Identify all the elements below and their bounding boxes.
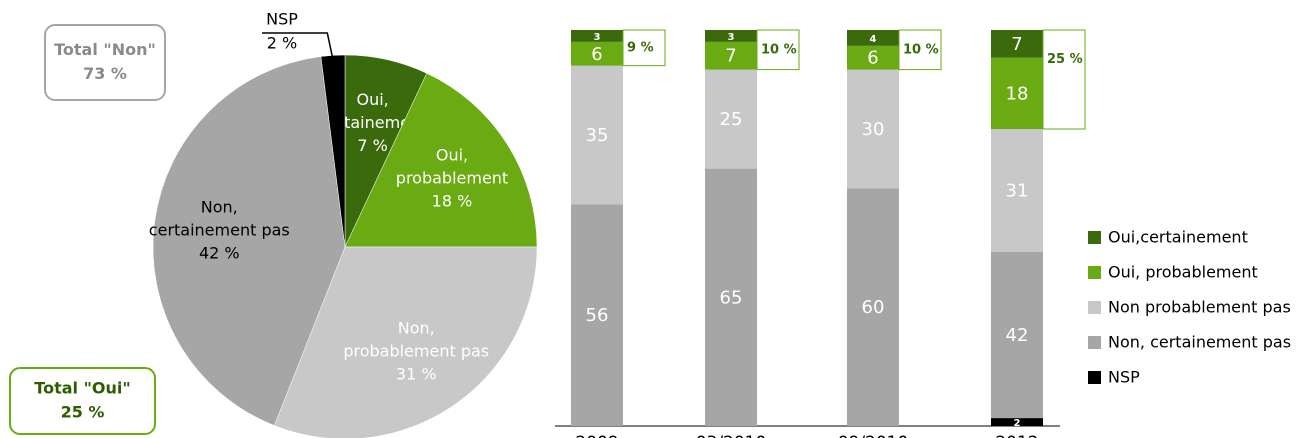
bar-value-label: 31 — [1006, 180, 1029, 201]
bar-value-label: 30 — [862, 119, 885, 140]
bar-value-label: 3 — [728, 32, 735, 43]
bar-value-label: 7 — [725, 46, 736, 67]
slice-label: Oui, — [436, 146, 468, 165]
bar-value-label: 2 — [1014, 418, 1021, 429]
bar-value-label: 56 — [586, 305, 609, 326]
slice-label: NSP — [266, 10, 298, 29]
bar-value-label: 6 — [591, 44, 602, 65]
bar-value-label: 4 — [870, 34, 877, 45]
bar-value-label: 18 — [1006, 83, 1029, 104]
slice-label: probablement pas — [343, 341, 489, 360]
x-tick-label: 2012 — [995, 433, 1038, 438]
legend-swatch — [1088, 231, 1101, 244]
total-box — [1043, 30, 1085, 129]
annotation-box — [45, 25, 165, 100]
total-label: 10 % — [761, 42, 797, 57]
x-tick-label: 2009 — [575, 433, 618, 438]
total-label: 9 % — [627, 40, 654, 55]
slice-value-label: 31 % — [396, 364, 437, 383]
slice-label: Non, — [201, 198, 238, 217]
chart: Oui,certainement 7 % Oui, probablement 18 % N… — [0, 0, 1310, 438]
slice-value-label: 7 % — [357, 136, 387, 155]
legend-label: Oui, probablement — [1108, 263, 1258, 282]
legend-label: Oui,certainement — [1108, 228, 1248, 247]
slice-value-label: 2 % — [267, 34, 297, 53]
bar-value-label: 35 — [586, 125, 609, 146]
bar-value-label: 60 — [862, 297, 885, 318]
bar-value-label: 3 — [594, 32, 601, 43]
slice-label: certainement pas — [149, 221, 290, 240]
bar-value-label: 42 — [1006, 325, 1029, 346]
annotation-value: 73 % — [83, 64, 127, 83]
slice-label: Non, — [398, 318, 435, 337]
legend-label: Non, certainement pas — [1108, 333, 1291, 352]
legend-swatch — [1088, 371, 1101, 384]
slice-value-label: 42 % — [199, 244, 240, 263]
annotation-value: 25 % — [61, 403, 105, 422]
legend-swatch — [1088, 266, 1101, 279]
bar-value-label: 25 — [720, 109, 743, 130]
slice-label: probablement — [396, 169, 508, 188]
legend-label: Non probablement pas — [1108, 298, 1291, 317]
x-tick-label: 03/2010 — [696, 433, 767, 438]
bar-value-label: 7 — [1011, 34, 1022, 55]
legend-swatch — [1088, 301, 1101, 314]
x-tick-label: 09/2010 — [838, 433, 909, 438]
legend-swatch — [1088, 336, 1101, 349]
slice-value-label: 18 % — [432, 192, 473, 211]
total-label: 25 % — [1047, 52, 1083, 67]
bar-value-label: 65 — [720, 287, 743, 308]
annotation-text: Total "Non" — [54, 40, 156, 59]
total-label: 10 % — [903, 42, 939, 57]
bar-value-label: 6 — [867, 48, 878, 69]
slice-label: Oui, — [357, 90, 389, 109]
annotation-text: Total "Oui" — [34, 379, 130, 398]
legend-label: NSP — [1108, 368, 1140, 387]
